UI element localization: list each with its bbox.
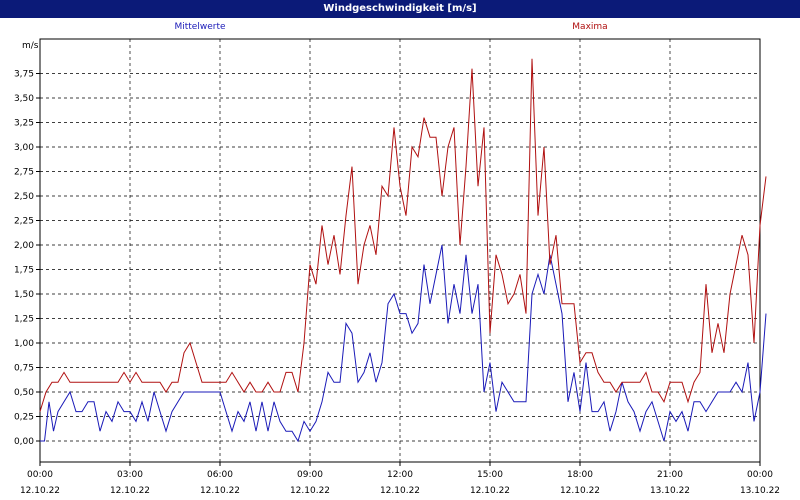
y-tick-label: 0,00 <box>14 437 34 447</box>
x-tick-date: 12.10.22 <box>380 486 420 496</box>
x-tick-date: 12.10.22 <box>110 486 150 496</box>
x-tick-time: 03:00 <box>117 470 143 480</box>
y-tick-label: 0,50 <box>14 388 34 398</box>
x-tick-time: 00:00 <box>747 470 773 480</box>
y-tick-label: 1,75 <box>14 266 34 276</box>
y-axis-unit: m/s <box>22 41 39 51</box>
x-tick-time: 18:00 <box>567 470 593 480</box>
y-tick-label: 3,00 <box>14 143 34 153</box>
y-tick-label: 1,00 <box>14 339 34 349</box>
legend-maxima: Maxima <box>572 22 608 32</box>
y-tick-label: 0,25 <box>14 413 34 423</box>
legend-mittelwerte: Mittelwerte <box>174 22 226 32</box>
y-tick-label: 2,25 <box>14 217 34 227</box>
y-tick-label: 3,75 <box>14 70 34 80</box>
x-tick-time: 21:00 <box>657 470 683 480</box>
series-line-maxima <box>39 58 767 412</box>
x-tick-date: 12.10.22 <box>20 486 60 496</box>
x-tick-date: 13.10.22 <box>740 486 780 496</box>
y-tick-label: 3,25 <box>14 119 34 129</box>
x-tick-time: 09:00 <box>297 470 323 480</box>
y-tick-label: 2,50 <box>14 192 34 202</box>
x-tick-date: 12.10.22 <box>200 486 240 496</box>
y-tick-label: 2,00 <box>14 241 34 251</box>
x-tick-date: 12.10.22 <box>290 486 330 496</box>
chart-title: Windgeschwindigkeit [m/s] <box>0 0 800 18</box>
y-tick-label: 0,75 <box>14 364 34 374</box>
x-tick-date: 12.10.22 <box>470 486 510 496</box>
y-tick-label: 1,25 <box>14 315 34 325</box>
y-tick-label: 2,75 <box>14 168 34 178</box>
series-line-mittelwerte <box>40 244 767 443</box>
x-tick-date: 13.10.22 <box>650 486 690 496</box>
y-tick-label: 3,50 <box>14 94 34 104</box>
x-tick-time: 12:00 <box>387 470 413 480</box>
x-tick-time: 00:00 <box>27 470 53 480</box>
x-tick-date: 12.10.22 <box>560 486 600 496</box>
y-tick-label: 1,50 <box>14 290 34 300</box>
x-tick-time: 06:00 <box>207 470 233 480</box>
x-tick-time: 15:00 <box>477 470 503 480</box>
